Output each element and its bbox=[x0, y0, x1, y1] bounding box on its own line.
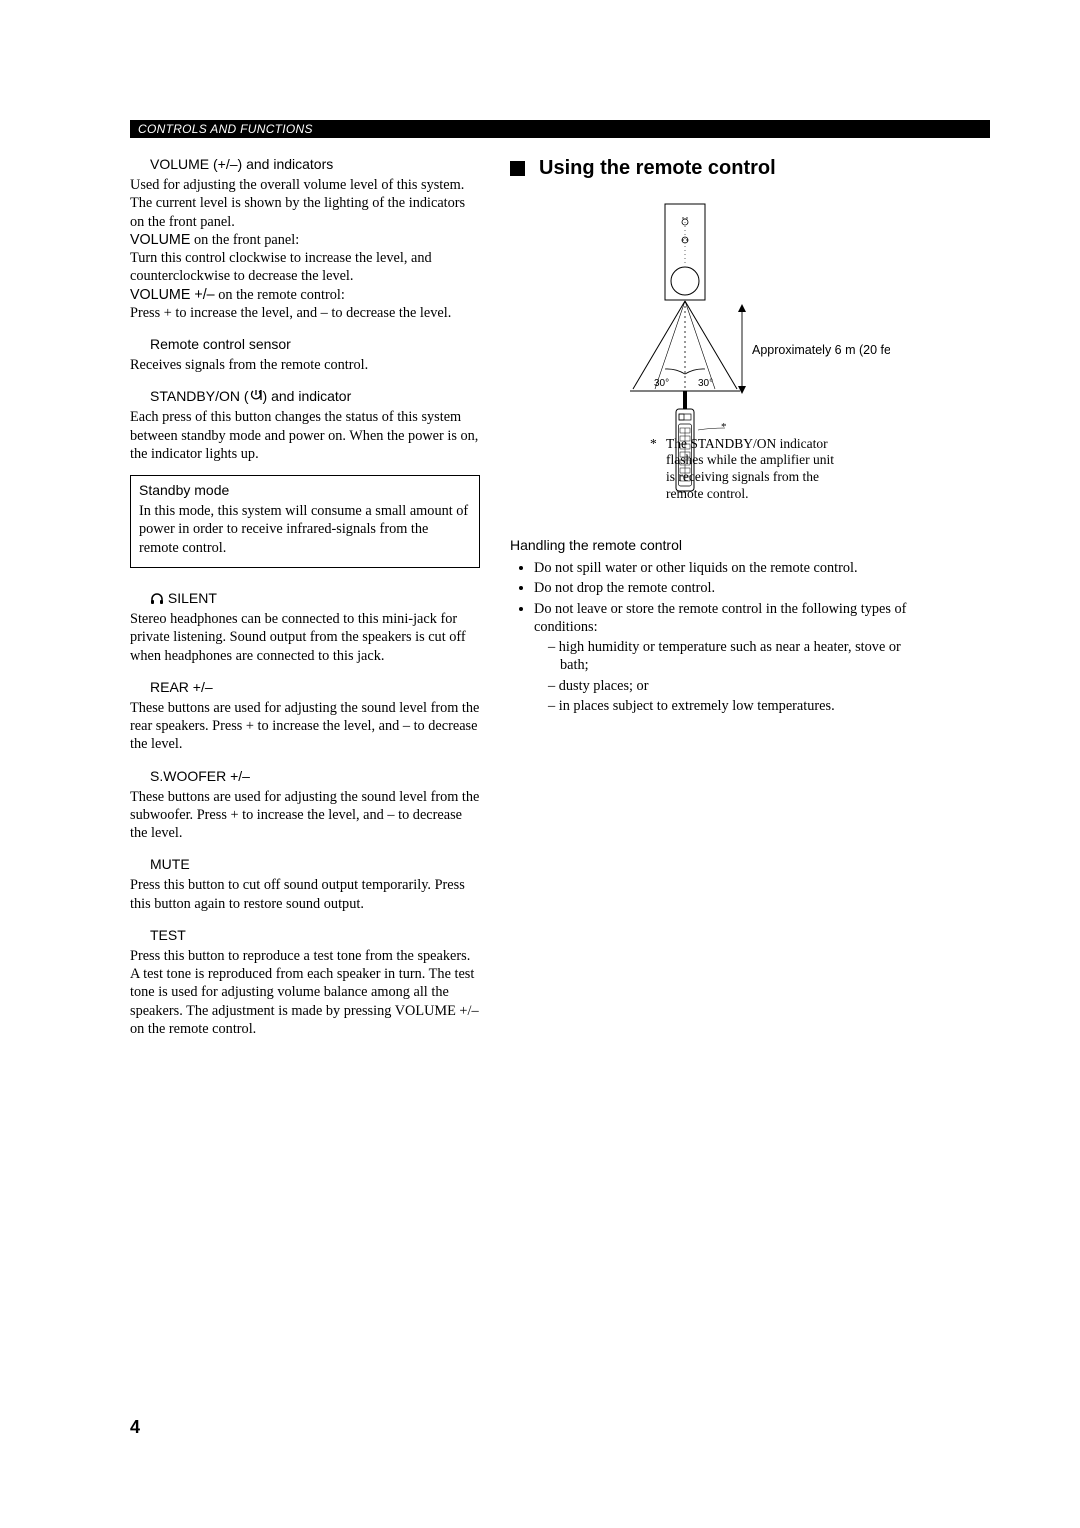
silent-label: SILENT bbox=[168, 590, 217, 606]
term-heading-remote-sensor: Remote control sensor bbox=[150, 336, 480, 354]
term-heading-swoofer: S.WOOFER +/– bbox=[150, 768, 480, 786]
term-body: These buttons are used for adjusting the… bbox=[130, 788, 480, 843]
angle-left-label: 30° bbox=[654, 378, 669, 389]
standby-box-body: In this mode, this system will consume a… bbox=[139, 502, 471, 557]
standby-indicator-note: * The STANDBY/ON indicator flashes while… bbox=[650, 436, 846, 504]
standby-box-title: Standby mode bbox=[139, 482, 471, 500]
list-item: Do not spill water or other liquids on t… bbox=[534, 559, 910, 577]
svg-text:*: * bbox=[721, 421, 727, 433]
section-header-bar: CONTROLS AND FUNCTIONS bbox=[130, 120, 990, 138]
label-tail: on the remote control: bbox=[215, 287, 345, 303]
term-body: Stereo headphones can be connected to th… bbox=[130, 610, 480, 665]
term-heading-silent: SILENT bbox=[150, 590, 480, 608]
term-heading-rear: REAR +/– bbox=[150, 679, 480, 697]
term-body: Receives signals from the remote control… bbox=[130, 356, 480, 374]
term-body: Press this button to reproduce a test to… bbox=[130, 947, 480, 1038]
term-body: Each press of this button changes the st… bbox=[130, 408, 480, 463]
standby-label-tail: ) and indicator bbox=[263, 388, 352, 404]
term-heading-standby: STANDBY/ON ( / ) and indicator bbox=[150, 388, 480, 406]
right-column: Using the remote control bbox=[510, 156, 910, 1038]
section-heading-remote: Using the remote control bbox=[510, 156, 910, 182]
sub-term-remote: VOLUME +/– on the remote control: bbox=[130, 286, 480, 304]
label-tail: on the front panel: bbox=[190, 232, 299, 248]
term-heading-test: TEST bbox=[150, 927, 480, 945]
sub-term-front-panel: VOLUME on the front panel: bbox=[130, 231, 480, 249]
term-body: These buttons are used for adjusting the… bbox=[130, 699, 480, 754]
two-column-layout: VOLUME (+/–) and indicators Used for adj… bbox=[130, 156, 990, 1038]
standby-label-text: STANDBY/ON ( bbox=[150, 388, 249, 404]
distance-label: Approximately 6 m (20 feet) bbox=[752, 343, 890, 357]
list-item: Do not leave or store the remote control… bbox=[534, 600, 910, 716]
sub-body: Turn this control clockwise to increase … bbox=[130, 249, 480, 286]
handling-title: Handling the remote control bbox=[510, 537, 910, 555]
angle-right-label: 30° bbox=[698, 378, 713, 389]
term-heading-mute: MUTE bbox=[150, 856, 480, 874]
left-column: VOLUME (+/–) and indicators Used for adj… bbox=[130, 156, 480, 1038]
handling-dash-list: high humidity or temperature such as nea… bbox=[534, 638, 910, 715]
term-body: Press this button to cut off sound outpu… bbox=[130, 876, 480, 913]
list-item: dusty places; or bbox=[548, 677, 910, 695]
headphones-icon bbox=[150, 592, 164, 605]
section-heading-text: Using the remote control bbox=[539, 156, 776, 182]
handling-bullet-list: Do not spill water or other liquids on t… bbox=[510, 559, 910, 715]
standby-note-box: Standby mode In this mode, this system w… bbox=[130, 475, 480, 568]
asterisk-icon: * bbox=[650, 436, 657, 453]
page-number: 4 bbox=[130, 1417, 140, 1438]
label-volume-remote: VOLUME +/– bbox=[130, 287, 215, 303]
list-item-text: Do not leave or store the remote control… bbox=[534, 601, 906, 635]
list-item: high humidity or temperature such as nea… bbox=[548, 638, 910, 675]
manual-page: CONTROLS AND FUNCTIONS VOLUME (+/–) and … bbox=[0, 0, 1080, 1528]
power-icon: / bbox=[249, 390, 263, 402]
sub-body: Press + to increase the level, and – to … bbox=[130, 304, 480, 322]
list-item: in places subject to extremely low tempe… bbox=[548, 697, 910, 715]
note-text: The STANDBY/ON indicator flashes while t… bbox=[666, 436, 834, 502]
term-body: Used for adjusting the overall volume le… bbox=[130, 176, 480, 231]
label-volume-front: VOLUME bbox=[130, 232, 190, 248]
list-item: Do not drop the remote control. bbox=[534, 579, 910, 597]
square-bullet-icon bbox=[510, 161, 525, 176]
term-heading-volume: VOLUME (+/–) and indicators bbox=[150, 156, 480, 174]
